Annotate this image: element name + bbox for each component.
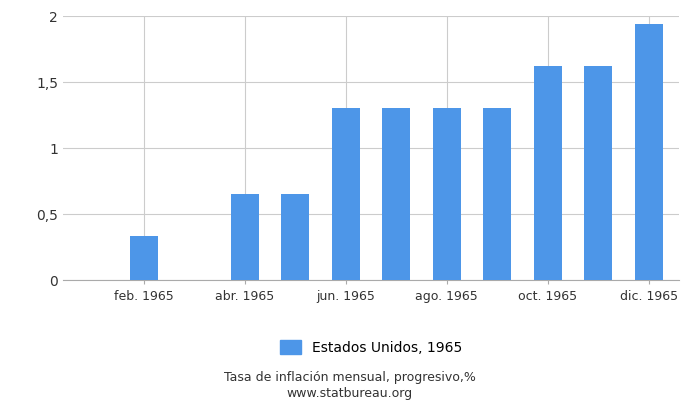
Bar: [483, 108, 511, 280]
Bar: [130, 236, 158, 280]
Text: Tasa de inflación mensual, progresivo,%: Tasa de inflación mensual, progresivo,%: [224, 372, 476, 384]
Bar: [382, 108, 410, 280]
Legend: Estados Unidos, 1965: Estados Unidos, 1965: [274, 334, 468, 360]
Bar: [332, 108, 360, 280]
Bar: [534, 66, 561, 280]
Bar: [584, 66, 612, 280]
Bar: [231, 194, 259, 280]
Bar: [635, 24, 663, 280]
Text: www.statbureau.org: www.statbureau.org: [287, 388, 413, 400]
Bar: [281, 194, 309, 280]
Bar: [433, 108, 461, 280]
